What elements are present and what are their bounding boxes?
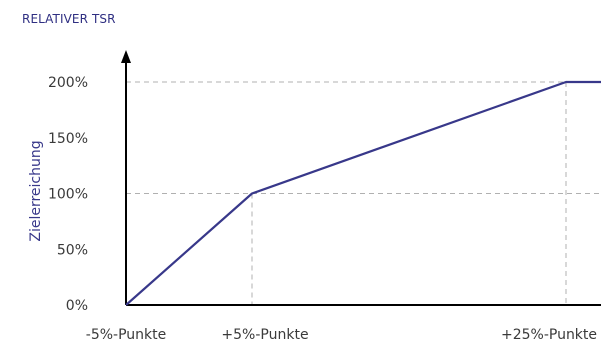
x-tick-labels: -5%-Punkte +5%-Punkte +25%-Punkte (86, 327, 597, 343)
y-tick-labels: 0% 50% 100% 150% 200% (48, 75, 88, 314)
axes (121, 50, 601, 306)
guide-lines (126, 81, 601, 305)
y-tick-label: 200% (48, 75, 88, 91)
y-axis-arrow (121, 50, 131, 63)
series-group (125, 80, 601, 306)
x-tick-label: +25%-Punkte (501, 327, 597, 343)
y-tick-label: 50% (57, 242, 88, 258)
y-tick-label: 150% (48, 131, 88, 147)
chart-title: RELATIVER TSR (22, 12, 116, 26)
y-tick-label: 0% (66, 298, 88, 314)
x-tick-label: +5%-Punkte (221, 327, 308, 343)
series-line-0 (125, 80, 601, 306)
y-tick-label: 100% (48, 187, 88, 203)
x-tick-label: -5%-Punkte (86, 327, 166, 343)
y-axis-label: Zielerreichung (28, 140, 44, 241)
